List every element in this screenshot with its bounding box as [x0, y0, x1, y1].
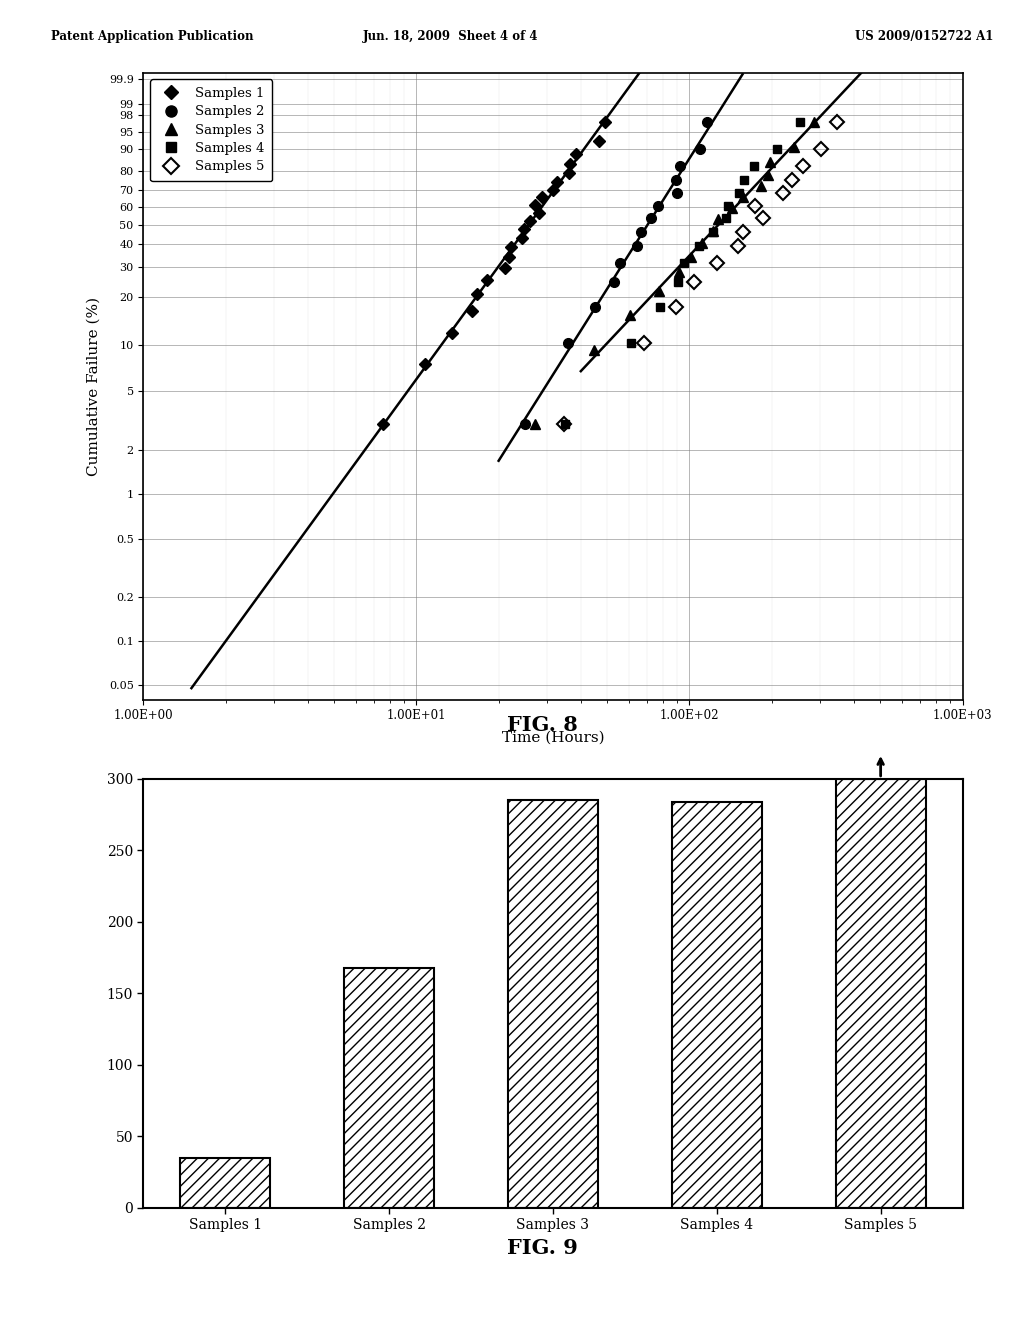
Samples 3 — [707, 223, 719, 239]
Bar — [836, 779, 926, 1208]
Text: Jun. 18, 2009  Sheet 4 of 4: Jun. 18, 2009 Sheet 4 of 4 — [362, 30, 539, 44]
Samples 2 — [562, 335, 574, 351]
Samples 4 — [625, 335, 637, 351]
Samples 3 — [737, 190, 750, 206]
Samples 2 — [613, 255, 626, 271]
Samples 3 — [529, 416, 542, 432]
Samples 5 — [558, 416, 570, 432]
Samples 4 — [738, 173, 751, 189]
Samples 1 — [471, 286, 483, 302]
Samples 1 — [547, 182, 559, 198]
Line: Samples 1: Samples 1 — [379, 117, 609, 428]
Samples 1 — [536, 190, 548, 206]
Y-axis label: Cumulative Failure (%): Cumulative Failure (%) — [86, 297, 100, 475]
Samples 4 — [678, 255, 690, 271]
Samples 4 — [722, 198, 734, 214]
Samples 4 — [794, 114, 806, 129]
Text: Patent Application Publication: Patent Application Publication — [51, 30, 254, 44]
Samples 1 — [564, 156, 577, 172]
Samples 4 — [749, 158, 761, 174]
Line: Samples 3: Samples 3 — [530, 117, 819, 429]
Samples 3 — [726, 201, 738, 216]
Samples 5 — [758, 211, 770, 227]
Samples 4 — [693, 239, 706, 255]
Samples 3 — [588, 342, 600, 358]
Samples 1 — [503, 249, 515, 265]
Samples 1 — [528, 197, 541, 213]
Samples 5 — [688, 275, 700, 290]
Samples 4 — [720, 211, 732, 227]
Samples 1 — [599, 114, 611, 129]
Line: Samples 5: Samples 5 — [559, 117, 842, 429]
Samples 1 — [524, 213, 537, 228]
Samples 5 — [750, 198, 762, 214]
Samples 3 — [624, 308, 636, 323]
Samples 5 — [711, 255, 723, 271]
Samples 1 — [534, 205, 546, 220]
Text: FIG. 9: FIG. 9 — [507, 1238, 579, 1258]
Samples 3 — [788, 139, 801, 154]
Samples 3 — [755, 178, 767, 194]
Samples 2 — [674, 158, 686, 174]
Line: Samples 2: Samples 2 — [520, 117, 712, 429]
Samples 2 — [670, 173, 682, 189]
Samples 1 — [563, 165, 575, 181]
Samples 2 — [700, 114, 713, 129]
Samples 2 — [631, 239, 643, 255]
Samples 1 — [499, 260, 511, 276]
Samples 2 — [589, 298, 601, 314]
Samples 3 — [808, 114, 820, 129]
Samples 2 — [519, 416, 531, 432]
Samples 5 — [830, 114, 843, 129]
Samples 5 — [670, 298, 682, 314]
Samples 5 — [737, 224, 750, 240]
Samples 4 — [654, 298, 667, 314]
Samples 2 — [635, 224, 647, 240]
Samples 1 — [466, 304, 478, 319]
Samples 2 — [607, 275, 620, 290]
Samples 1 — [419, 356, 431, 372]
Bar — [180, 1158, 270, 1208]
Bar — [344, 968, 434, 1208]
X-axis label: Time (Hours): Time (Hours) — [502, 731, 604, 744]
Samples 1 — [445, 325, 458, 341]
Samples 4 — [672, 275, 684, 290]
Samples 5 — [777, 185, 790, 201]
Samples 5 — [731, 239, 743, 255]
Samples 1 — [569, 145, 582, 161]
Samples 3 — [764, 154, 776, 170]
Samples 1 — [505, 239, 517, 255]
Samples 3 — [653, 282, 666, 298]
Samples 2 — [693, 141, 706, 157]
Samples 2 — [651, 198, 664, 214]
Samples 3 — [685, 249, 697, 265]
Samples 1 — [593, 133, 605, 149]
Samples 5 — [815, 141, 827, 157]
Samples 1 — [481, 272, 494, 288]
Samples 5 — [785, 173, 798, 189]
Samples 4 — [733, 185, 745, 201]
Samples 2 — [645, 211, 657, 227]
Legend: Samples 1, Samples 2, Samples 3, Samples 4, Samples 5: Samples 1, Samples 2, Samples 3, Samples… — [150, 79, 272, 181]
Samples 3 — [696, 235, 709, 251]
Samples 3 — [762, 166, 774, 182]
Samples 5 — [638, 335, 650, 351]
Samples 3 — [712, 211, 724, 227]
Bar — [508, 800, 598, 1208]
Samples 5 — [797, 158, 809, 174]
Line: Samples 4: Samples 4 — [560, 117, 804, 428]
Text: US 2009/0152722 A1: US 2009/0152722 A1 — [855, 30, 993, 44]
Bar — [672, 801, 762, 1208]
Samples 1 — [516, 230, 528, 246]
Samples 2 — [671, 185, 683, 201]
Samples 4 — [770, 141, 782, 157]
Samples 4 — [558, 416, 570, 432]
Samples 3 — [673, 264, 685, 280]
Text: FIG. 8: FIG. 8 — [507, 715, 579, 735]
Samples 4 — [707, 224, 719, 240]
Samples 1 — [518, 222, 530, 238]
Samples 1 — [551, 174, 563, 190]
Samples 1 — [377, 416, 389, 432]
